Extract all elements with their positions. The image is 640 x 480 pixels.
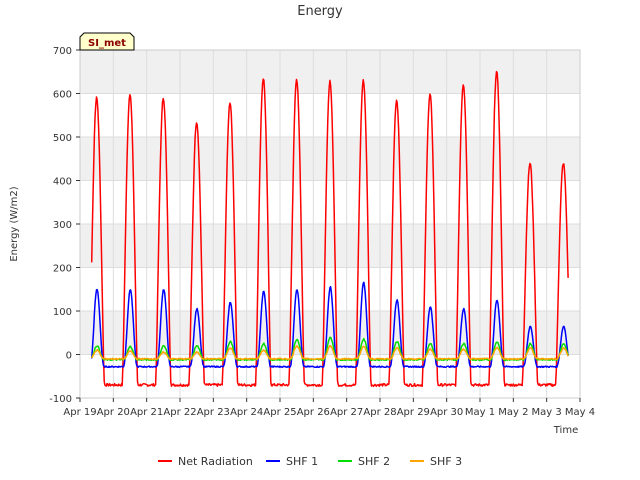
y-tick-label: 400	[53, 177, 72, 188]
x-tick-label: Apr 27	[330, 407, 363, 418]
series-line-net-radiation	[90, 70, 569, 388]
x-tick-label: Apr 22	[163, 407, 196, 418]
legend: Net Radiation SHF 1 SHF 2 SHF 3	[158, 455, 462, 468]
x-tick-label: May 4	[565, 407, 595, 418]
y-tick-label: 700	[53, 46, 72, 57]
y-tick-label: 300	[53, 220, 72, 231]
x-tick-label: May 3	[532, 407, 562, 418]
x-tick-label: Apr 23	[197, 407, 230, 418]
y-axis-label: Energy (W/m2)	[9, 186, 20, 261]
series-line-shf-2	[91, 336, 569, 362]
x-tick-label: Apr 19	[63, 407, 96, 418]
series-line-shf-1	[90, 281, 569, 369]
series-layer	[90, 70, 569, 388]
x-tick-label: May 1	[465, 407, 495, 418]
x-axis-label: Time	[553, 425, 578, 436]
y-tick-label: 600	[53, 90, 72, 101]
y-tick-label: 500	[53, 133, 72, 144]
legend-label: SHF 2	[358, 455, 390, 468]
x-tick-label: Apr 20	[97, 407, 130, 418]
annotation-box-shape	[79, 32, 135, 51]
background-band	[80, 311, 580, 355]
x-tick-label: Apr 29	[397, 407, 430, 418]
x-tick-label: Apr 21	[130, 407, 163, 418]
y-tick-label: 100	[53, 307, 72, 318]
y-tick-label: 0	[66, 351, 72, 362]
chart-title: Energy	[297, 4, 343, 19]
background-band	[80, 137, 580, 181]
x-tick-label: Apr 25	[263, 407, 296, 418]
annotation-box: SI_met	[79, 32, 135, 51]
x-tick-label: May 2	[498, 407, 528, 418]
x-tick-label: Apr 30	[430, 407, 463, 418]
legend-label: SHF 1	[286, 455, 318, 468]
legend-label: Net Radiation	[178, 455, 253, 468]
x-tick-label: Apr 26	[297, 407, 330, 418]
annotation-label: SI_met	[88, 38, 126, 49]
y-tick-label: -100	[49, 394, 72, 405]
series-line-shf-3	[91, 344, 569, 361]
legend-label: SHF 3	[430, 455, 462, 468]
x-axis-ticks: Apr 19 Apr 20 Apr 21 Apr 22 Apr 23 Apr 24 Apr …	[63, 398, 595, 418]
y-axis-ticks: -100 0 100 200 300 400 500 600 700	[49, 46, 80, 405]
background-band	[80, 224, 580, 268]
y-tick-label: 200	[53, 264, 72, 275]
x-tick-label: Apr 28	[363, 407, 396, 418]
x-tick-label: Apr 24	[230, 407, 263, 418]
